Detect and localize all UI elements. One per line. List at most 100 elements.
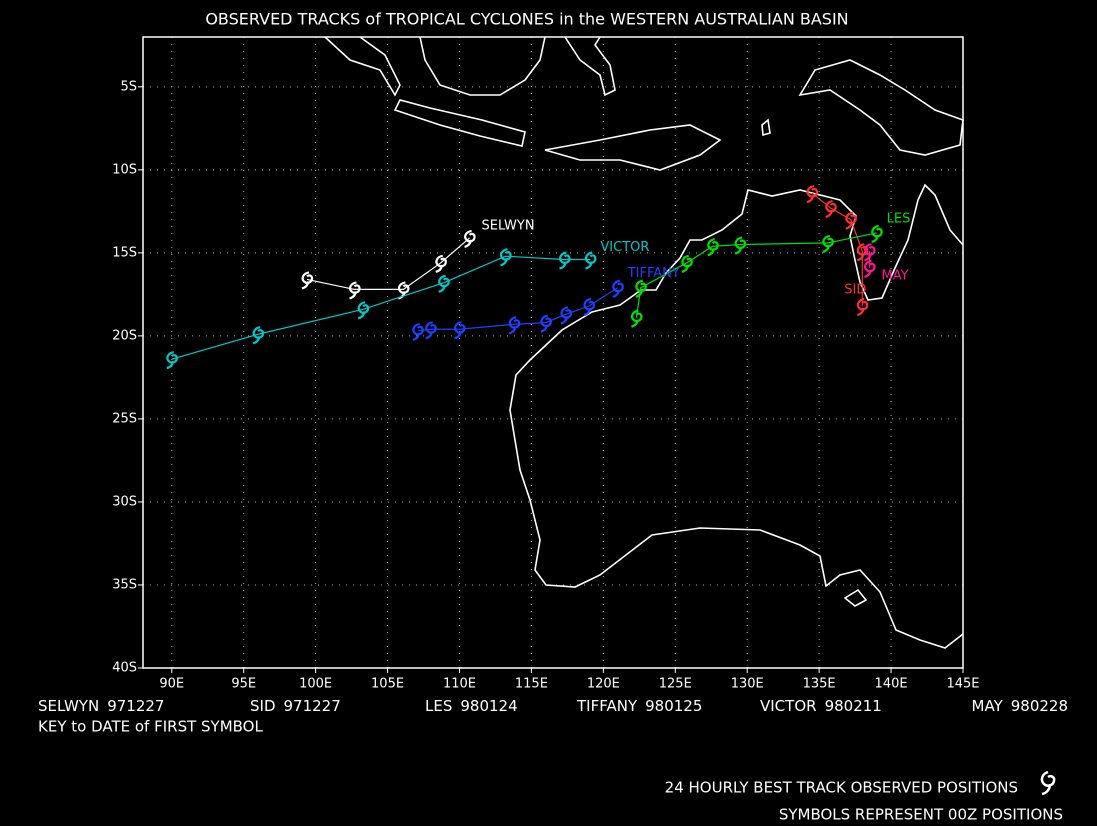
key-entry: VICTOR 980211 — [760, 697, 882, 715]
key-name: SID — [250, 697, 276, 715]
timor-coast — [544, 124, 722, 171]
cyclone-symbol — [871, 224, 883, 244]
cyclone-symbol — [349, 281, 361, 300]
key-date: 971227 — [284, 697, 341, 715]
key-name: VICTOR — [760, 697, 817, 715]
x-tick-label: 105E — [371, 677, 404, 692]
cyclone-symbol — [438, 274, 450, 293]
key-name: SELWYN — [38, 697, 99, 715]
cyclone-symbol — [806, 185, 819, 204]
track-label: VICTOR — [600, 240, 649, 255]
cyclone-symbol — [631, 309, 643, 328]
y-tick-label: 15S — [112, 245, 137, 260]
track-label: TIFFANY — [627, 266, 680, 281]
cyclone-symbol — [540, 314, 552, 333]
key-name: TIFFANY — [576, 697, 638, 715]
track-label: MAY — [881, 268, 908, 283]
cyclone-track — [635, 232, 877, 318]
map-title: OBSERVED TRACKS of TROPICAL CYCLONES in … — [205, 10, 848, 29]
key-entry: MAY 980228 — [972, 697, 1068, 715]
key-title: KEY to DATE of FIRST SYMBOL — [38, 718, 263, 736]
cyclone-symbol — [707, 238, 719, 257]
key-name: MAY — [972, 697, 1004, 715]
map-frame — [142, 36, 964, 669]
cyclone-symbol — [635, 279, 647, 298]
borneo-coast — [419, 36, 546, 96]
x-tick-label: 110E — [443, 677, 476, 692]
x-tick-label: 100E — [299, 677, 332, 692]
cyclone-symbol — [454, 321, 466, 340]
x-tick-label: 135E — [803, 677, 836, 692]
cyclone-symbol — [166, 351, 178, 370]
cyclone-symbol — [612, 279, 624, 298]
footer-line: 24 HOURLY BEST TRACK OBSERVED POSITIONS — [665, 779, 1018, 797]
australia-coast — [509, 183, 964, 649]
cyclone-symbol — [412, 322, 424, 341]
cyclone-symbol — [734, 236, 747, 255]
cyclone-symbol — [584, 251, 597, 270]
cyclone-symbol — [583, 297, 596, 317]
cyclone-symbol — [500, 248, 512, 267]
cyclone-symbol — [464, 229, 476, 248]
cyclone-track — [811, 192, 863, 307]
track-label: LES — [887, 211, 911, 226]
sulawesi-coast — [564, 36, 616, 97]
cyclone-symbol — [559, 251, 571, 270]
cyclone-symbol — [357, 301, 370, 320]
cyclone-symbol — [681, 254, 693, 273]
legend-symbol — [1040, 770, 1056, 796]
y-tick-label: 10S — [112, 162, 137, 177]
x-tick-label: 115E — [515, 677, 548, 692]
footer-line: SYMBOLS REPRESENT 00Z POSITIONS — [779, 806, 1063, 824]
cyclone-symbol — [508, 316, 521, 335]
new-guinea-coast — [798, 59, 964, 156]
key-entry: LES 980124 — [425, 697, 518, 715]
key-date: 980125 — [645, 697, 702, 715]
key-entry: SID 971227 — [250, 697, 341, 715]
cyclone-symbol — [435, 254, 447, 273]
sumatra-coast — [324, 36, 401, 97]
y-tick-label: 25S — [112, 411, 137, 426]
y-tick-label: 35S — [112, 577, 137, 592]
key-date: 980124 — [460, 697, 517, 715]
x-tick-label: 130E — [731, 677, 764, 692]
cyclone-symbol — [825, 199, 837, 219]
cyclone-symbol — [822, 234, 834, 253]
track-label: SELWYN — [482, 218, 535, 233]
cyclone-symbol — [252, 326, 265, 345]
java-coast — [393, 99, 526, 147]
cyclone-symbol — [864, 243, 876, 262]
x-tick-label: 95E — [231, 677, 256, 692]
y-tick-label: 20S — [112, 328, 137, 343]
cyclone-symbol — [864, 259, 876, 278]
x-tick-label: 125E — [659, 677, 692, 692]
cyclone-symbol — [301, 271, 314, 290]
x-tick-label: 120E — [587, 677, 620, 692]
y-tick-label: 30S — [112, 494, 137, 509]
key-entry: TIFFANY 980125 — [576, 697, 702, 715]
key-date: 980211 — [825, 697, 882, 715]
island-coast — [761, 118, 771, 137]
key: SELWYN 971227 SID 971227 LES 980124 TIFFANY 980… — [38, 697, 1068, 715]
cyclone-symbol — [856, 297, 869, 317]
key-date: 971227 — [107, 697, 164, 715]
x-tick-label: 140E — [875, 677, 908, 692]
coastline — [324, 36, 964, 649]
key-date: 980228 — [1011, 697, 1068, 715]
cyclone-symbol — [425, 321, 437, 340]
y-tick-label: 40S — [112, 661, 137, 676]
tracks: SELWYN SID LES TIFFANY VICTOR MAY — [166, 185, 911, 370]
cyclone-track — [171, 255, 591, 360]
cyclone-symbol — [560, 306, 573, 325]
key-name: LES — [425, 697, 452, 715]
key-entry: SELWYN 971227 — [38, 697, 164, 715]
tasmania-coast — [843, 588, 868, 607]
track-label: SID — [844, 283, 866, 298]
y-tick-label: 5S — [120, 79, 137, 94]
cyclone-track — [306, 237, 470, 290]
x-tick-label: 90E — [159, 677, 184, 692]
x-tick-label: 145E — [946, 677, 979, 692]
cyclone-symbol — [845, 211, 857, 230]
